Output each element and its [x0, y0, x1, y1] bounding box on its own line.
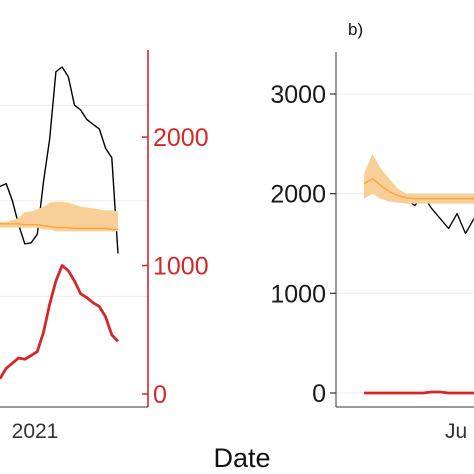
x-tick-label-b-0: Ju [445, 420, 467, 443]
series-line-a-2 [0, 264, 120, 380]
right-tick-label-a-1: 1000 [153, 253, 209, 281]
x-tick-label-a-0: 2021 [12, 420, 59, 443]
y-tick-label-b-2: 2000 [270, 181, 326, 209]
right-tick-label-a-0: 0 [153, 381, 167, 409]
y-tick-label-b-0: 0 [312, 380, 326, 408]
panel-a: 0 1000 2000 2021 [0, 50, 209, 443]
right-tick-label-a-2: 2000 [153, 124, 209, 152]
series-line-a-0 [0, 66, 119, 254]
panel-label-b: b) [348, 20, 363, 39]
series-line-b-2 [364, 390, 474, 395]
x-axis-label: Date [213, 443, 270, 473]
band-center-line-b [363, 177, 474, 200]
y-tick-label-b-3: 3000 [270, 81, 326, 109]
band-fill-b [364, 153, 474, 204]
panel-b: 0 1000 2000 3000 Ju [270, 52, 474, 443]
y-tick-label-b-1: 1000 [270, 280, 326, 308]
band-center-line-a [0, 223, 118, 231]
